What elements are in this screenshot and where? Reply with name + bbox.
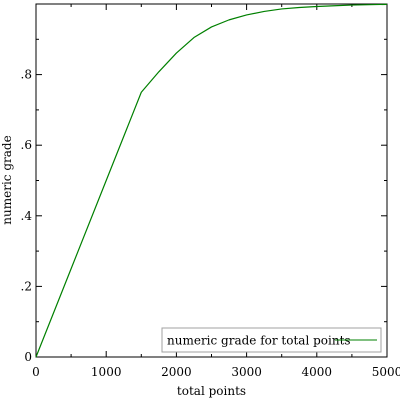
y-tick-label: .6 xyxy=(21,138,32,152)
x-tick-label: 2000 xyxy=(161,365,192,379)
legend-entry-label: numeric grade for total points xyxy=(167,334,351,348)
y-tick-label: .2 xyxy=(21,279,32,293)
y-tick-label: .4 xyxy=(21,209,33,223)
series-layer xyxy=(35,3,388,358)
y-tick-label: 0 xyxy=(24,350,32,364)
plot-frame xyxy=(35,3,388,358)
series-line-0 xyxy=(35,3,388,358)
y-axis-ticks: 0 .2 .4 .6 .8 xyxy=(21,38,387,364)
x-tick-label: 1000 xyxy=(91,365,122,379)
x-tick-label: 0 xyxy=(32,365,40,379)
y-axis-label: numeric grade xyxy=(0,135,14,224)
x-axis-ticks: 0 1000 2000 3000 4000 5000 xyxy=(32,4,400,379)
x-tick-label: 4000 xyxy=(302,365,333,379)
y-tick-label: .8 xyxy=(21,68,32,82)
legend: numeric grade for total points xyxy=(161,327,382,353)
x-axis-label: total points xyxy=(177,384,246,398)
x-tick-label: 3000 xyxy=(231,365,262,379)
x-tick-label: 5000 xyxy=(372,365,400,379)
